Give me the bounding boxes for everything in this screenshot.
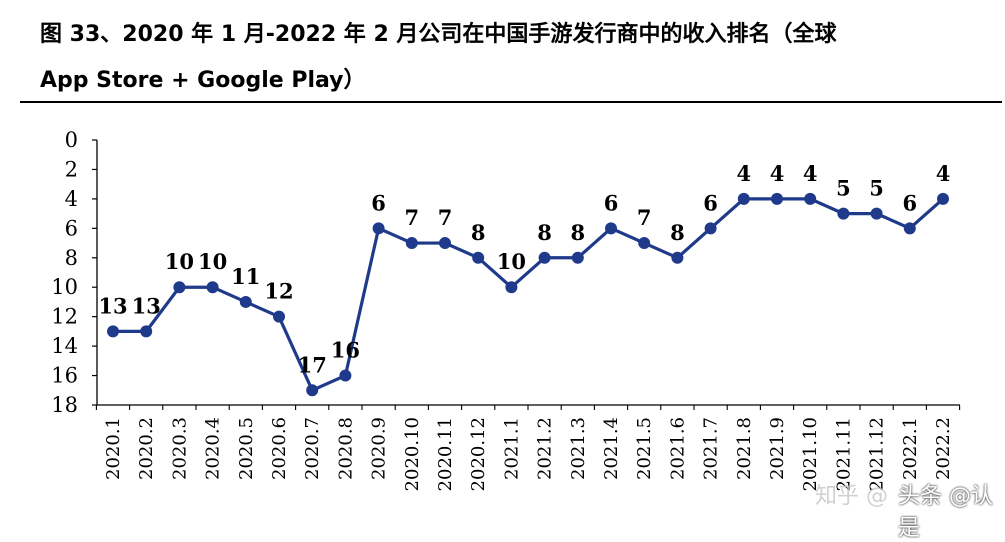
y-tick-label: 4 — [65, 187, 78, 211]
data-label: 10 — [198, 249, 227, 274]
data-label: 4 — [803, 161, 818, 186]
data-point — [206, 281, 219, 294]
figure-title: 图 33、2020 年 1 月-2022 年 2 月公司在中国手游发行商中的收入… — [40, 12, 995, 104]
data-point — [173, 281, 186, 294]
y-tick-label: 6 — [65, 216, 78, 240]
data-label: 12 — [264, 279, 293, 304]
x-tick-label: 2021.10 — [800, 417, 821, 491]
watermark-zhihu: 知乎 @ — [815, 484, 888, 509]
x-tick-label: 2021.4 — [601, 417, 622, 480]
data-point — [671, 251, 684, 264]
data-point — [140, 325, 153, 338]
data-label: 8 — [670, 220, 685, 245]
title-divider — [20, 101, 1002, 103]
data-point — [804, 192, 817, 205]
data-point — [903, 222, 916, 235]
data-label: 7 — [404, 205, 419, 230]
data-point — [538, 251, 551, 264]
y-tick-label: 2 — [65, 157, 78, 181]
data-point — [405, 237, 418, 250]
x-tick-label: 2020.6 — [269, 417, 290, 480]
data-label: 5 — [836, 176, 851, 201]
data-point — [870, 207, 883, 220]
data-label: 13 — [132, 293, 161, 318]
data-label: 7 — [637, 205, 652, 230]
y-tick-label: 10 — [51, 275, 78, 299]
x-tick-label: 2021.11 — [833, 417, 854, 491]
data-label: 4 — [736, 161, 751, 186]
x-tick-label: 2020.7 — [302, 417, 323, 480]
series-line — [113, 197, 945, 392]
y-tick-label: 16 — [51, 364, 78, 388]
data-label: 6 — [371, 190, 386, 215]
data-point — [704, 222, 717, 235]
x-tick-label: 2021.12 — [867, 417, 888, 491]
x-tick-label: 2020.8 — [335, 417, 356, 480]
data-label: 8 — [570, 220, 585, 245]
data-point — [737, 192, 750, 205]
x-tick-label: 2022.2 — [933, 417, 954, 480]
data-label: 6 — [902, 190, 917, 215]
data-label: 6 — [604, 190, 619, 215]
watermark-toutiao: 头条 @认是 — [898, 484, 993, 541]
data-label: 10 — [497, 249, 526, 274]
data-point — [638, 237, 651, 250]
data-label: 6 — [703, 190, 718, 215]
x-tick-label: 2020.3 — [169, 417, 190, 480]
data-point — [571, 251, 584, 264]
y-tick-label: 12 — [51, 305, 78, 329]
data-point — [937, 192, 949, 205]
y-tick-label: 0 — [65, 128, 78, 152]
figure-title-line1: 图 33、2020 年 1 月-2022 年 2 月公司在中国手游发行商中的收入… — [40, 22, 837, 47]
x-tick-label: 2020.12 — [468, 417, 489, 491]
data-label: 8 — [471, 220, 486, 245]
figure-title-line2: App Store + Google Play） — [40, 68, 366, 93]
x-tick-label: 2021.2 — [535, 417, 556, 480]
x-tick-label: 2021.7 — [701, 417, 722, 480]
x-tick-label: 2021.9 — [767, 417, 788, 480]
data-point — [339, 369, 352, 382]
data-label: 13 — [98, 293, 127, 318]
x-tick-label: 2020.2 — [136, 417, 157, 480]
x-tick-label: 2020.10 — [402, 417, 423, 491]
y-tick-label: 18 — [51, 393, 78, 417]
x-tick-label: 2021.1 — [501, 417, 522, 480]
x-tick-label: 2020.1 — [103, 417, 124, 480]
x-tick-label: 2021.8 — [734, 417, 755, 480]
data-label: 17 — [298, 352, 327, 377]
data-point — [239, 295, 252, 308]
data-point — [306, 384, 319, 397]
data-point — [837, 207, 850, 220]
data-label: 5 — [869, 176, 884, 201]
x-tick-label: 2021.6 — [667, 417, 688, 480]
x-tick-label: 2020.5 — [236, 417, 257, 480]
data-point — [505, 281, 518, 294]
data-point — [107, 325, 119, 338]
data-point — [472, 251, 485, 264]
data-label: 7 — [438, 205, 453, 230]
data-point — [372, 222, 385, 235]
data-label: 10 — [165, 249, 194, 274]
x-tick-label: 2021.5 — [634, 417, 655, 480]
x-tick-label: 2020.9 — [369, 417, 390, 480]
data-label: 8 — [537, 220, 552, 245]
data-point — [771, 192, 783, 205]
x-tick-label: 2020.11 — [435, 417, 456, 491]
y-tick-label: 8 — [65, 246, 78, 270]
data-point — [439, 237, 451, 250]
data-label: 11 — [231, 264, 260, 289]
x-tick-label: 2020.4 — [203, 417, 224, 480]
x-tick-label: 2021.3 — [568, 417, 589, 480]
data-point — [273, 310, 285, 323]
y-tick-label: 14 — [51, 334, 78, 358]
data-label: 4 — [936, 161, 951, 186]
data-label: 4 — [770, 161, 785, 186]
x-tick-label: 2022.1 — [900, 417, 921, 480]
data-point — [605, 222, 617, 235]
data-label: 16 — [331, 338, 360, 363]
